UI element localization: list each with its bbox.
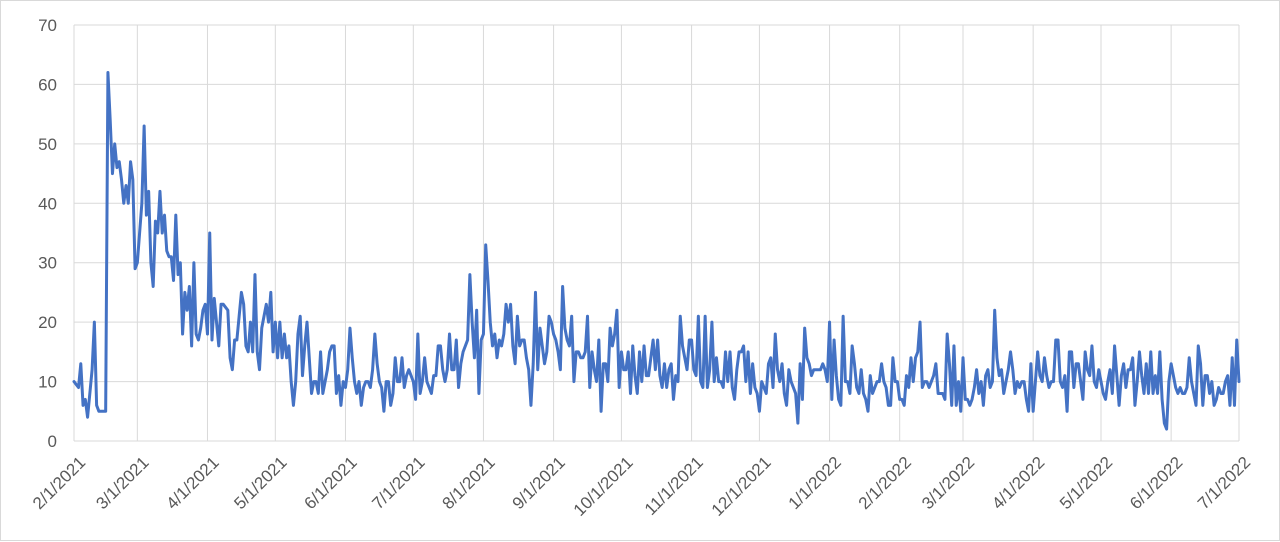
y-tick-label: 10 <box>38 373 57 392</box>
y-tick-label: 60 <box>38 75 57 94</box>
x-tick-label: 5/1/2021 <box>230 453 290 513</box>
x-tick-label: 4/1/2021 <box>163 453 223 513</box>
x-tick-label: 1/1/2022 <box>785 453 845 513</box>
x-tick-label: 4/1/2022 <box>988 453 1048 513</box>
x-tick-label: 10/1/2021 <box>570 453 637 520</box>
y-tick-label: 40 <box>38 194 57 213</box>
y-tick-label: 30 <box>38 254 57 273</box>
y-tick-label: 70 <box>38 16 57 35</box>
series-layer <box>72 71 1241 431</box>
x-tick-label: 6/1/2021 <box>301 453 361 513</box>
x-tick-label: 2/1/2022 <box>855 453 915 513</box>
x-tick-label: 12/1/2021 <box>708 453 775 520</box>
y-axis-ticks: 0 10 20 30 40 50 60 70 <box>38 16 57 451</box>
x-tick-label: 3/1/2022 <box>918 453 978 513</box>
x-tick-label: 3/1/2021 <box>92 453 152 513</box>
x-tick-label: 5/1/2022 <box>1056 453 1116 513</box>
x-tick-label: 11/1/2021 <box>641 453 707 519</box>
x-tick-label: 6/1/2022 <box>1126 453 1186 513</box>
x-tick-label: 7/1/2022 <box>1194 453 1254 513</box>
y-tick-label: 0 <box>48 432 57 451</box>
x-tick-label: 7/1/2021 <box>368 453 428 513</box>
series-line <box>72 71 1241 431</box>
x-tick-label: 9/1/2021 <box>509 453 569 513</box>
gridlines <box>73 24 1240 442</box>
x-axis-ticks: 2/1/2021 3/1/2021 4/1/2021 5/1/2021 6/1/2021… <box>29 453 1254 520</box>
y-tick-label: 20 <box>38 313 57 332</box>
x-tick-label: 8/1/2021 <box>439 453 499 513</box>
y-tick-label: 50 <box>38 135 57 154</box>
x-tick-label: 2/1/2021 <box>29 453 89 513</box>
